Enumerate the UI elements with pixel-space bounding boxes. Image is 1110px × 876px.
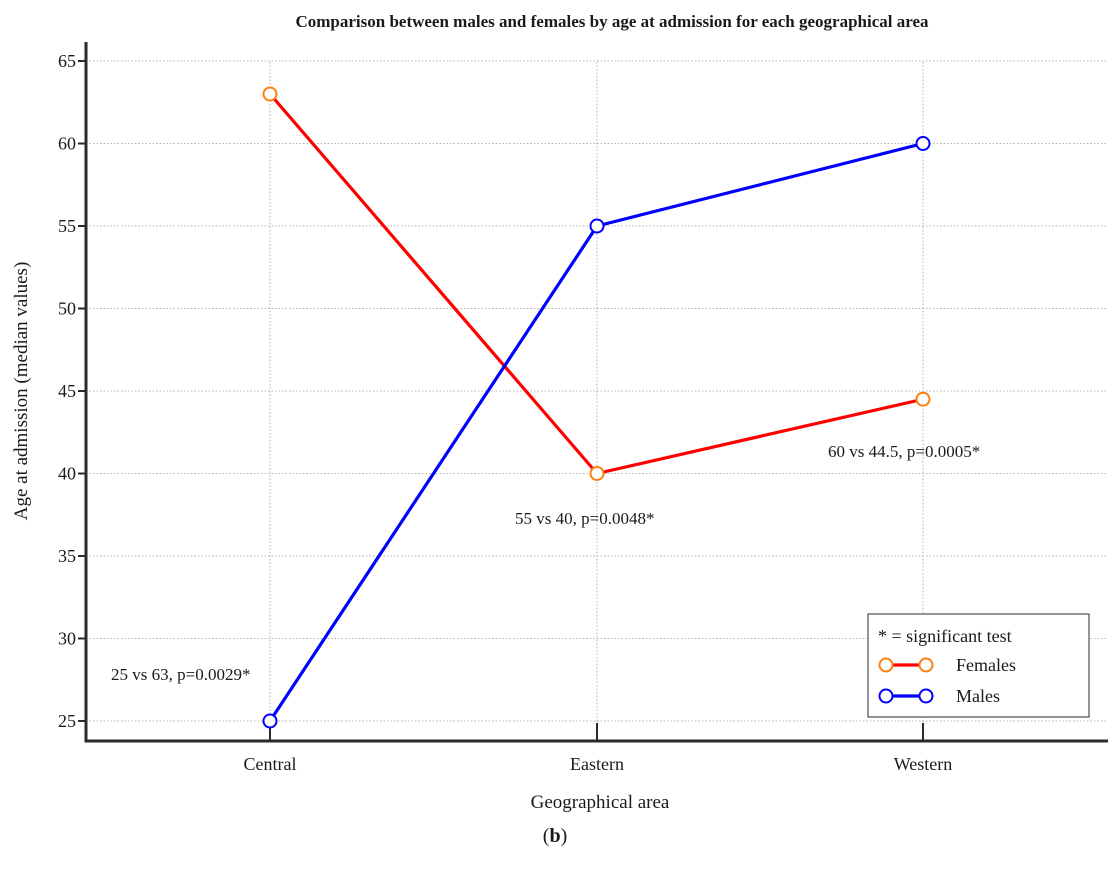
annotations: 25 vs 63, p=0.0029* 55 vs 40, p=0.0048* 60… [111, 442, 980, 684]
panel-label-open: ( [542, 825, 550, 847]
annotation-central: 25 vs 63, p=0.0029* [111, 665, 250, 684]
legend-females-marker-left [878, 657, 894, 673]
y-axis-label: Age at admission (median values) [11, 262, 32, 521]
chart-title: Comparison between males and females by … [295, 12, 929, 31]
females-point-central [262, 86, 278, 102]
y-tick-label: 25 [58, 711, 76, 731]
panel-label-close: ) [560, 825, 568, 847]
legend-males-label: Males [956, 686, 1000, 706]
series-lines [262, 86, 931, 729]
x-tick-label-central: Central [244, 754, 297, 774]
x-tick-label-western: Western [894, 754, 953, 774]
females-series-line [268, 92, 924, 476]
males-point-western [915, 136, 931, 151]
males-point-eastern [589, 218, 605, 234]
panel-label: (b) [0, 825, 1110, 848]
y-tick-label: 45 [58, 381, 76, 401]
legend: * = significant test Females Males [867, 613, 1090, 718]
annotation-eastern: 55 vs 40, p=0.0048* [515, 509, 654, 528]
y-tick-label: 50 [58, 299, 76, 319]
legend-males-marker-right [918, 688, 934, 704]
annotation-western: 60 vs 44.5, p=0.0005* [828, 442, 980, 461]
y-tick-label: 60 [58, 134, 76, 154]
females-point-western [915, 391, 931, 407]
females-point-eastern [589, 466, 605, 481]
x-axis-label: Geographical area [531, 792, 670, 813]
legend-females-marker-right [918, 657, 934, 673]
line-chart: Comparison between males and females by … [11, 12, 1108, 813]
y-tick-label: 40 [58, 464, 76, 484]
legend-females-label: Females [956, 655, 1016, 675]
x-tick-label-eastern: Eastern [570, 754, 624, 774]
y-tick-label: 65 [58, 51, 76, 71]
y-tick-label: 55 [58, 216, 76, 236]
males-point-central [262, 713, 278, 729]
y-tick-label: 30 [58, 629, 76, 649]
legend-header: * = significant test [878, 626, 1012, 646]
panel-label-letter: b [549, 825, 561, 847]
axes: 25 30 35 40 45 50 55 60 65 Central Eastern Western [58, 42, 1108, 774]
legend-males-marker-left [878, 688, 894, 704]
y-tick-label: 35 [58, 546, 76, 566]
